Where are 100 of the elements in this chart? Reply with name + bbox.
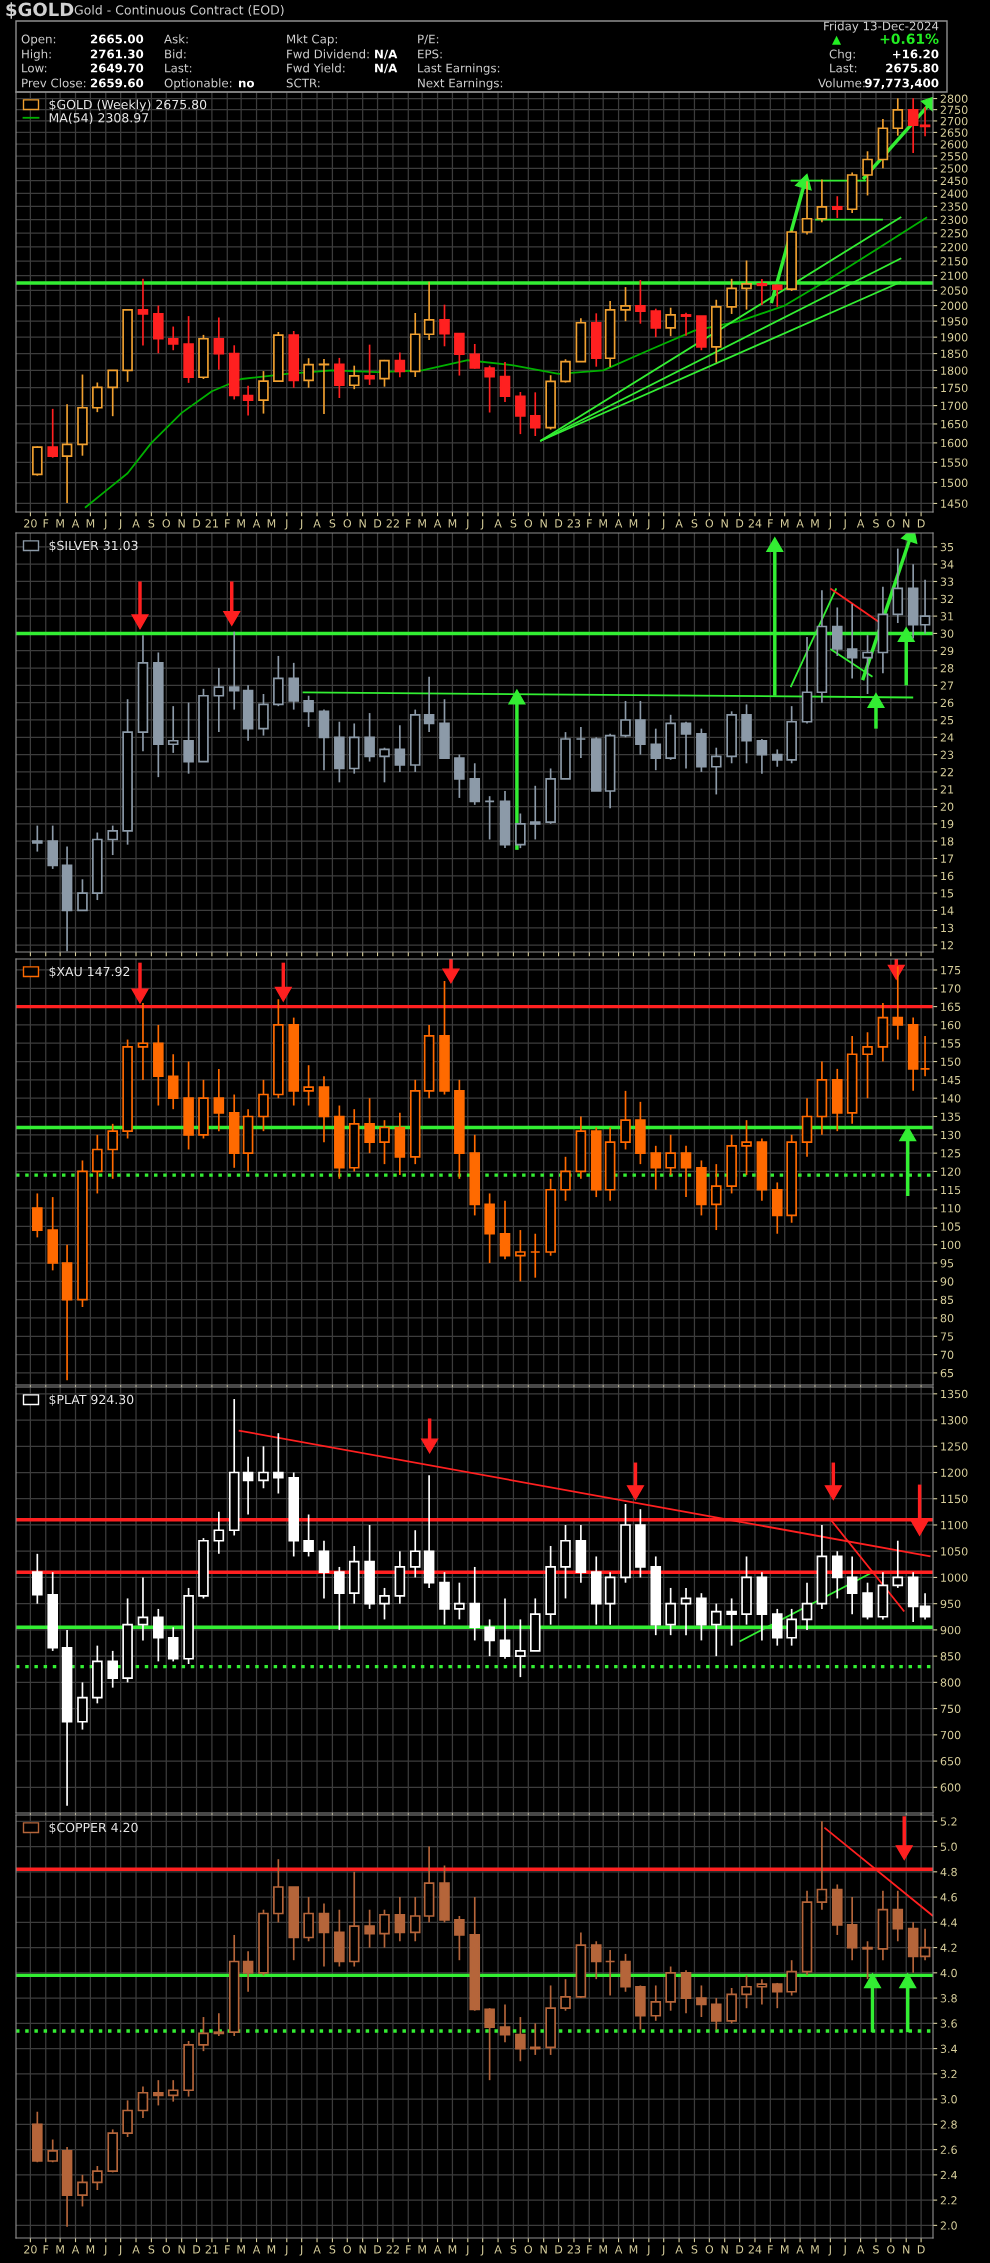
text: Prev Close: [22, 78, 86, 88]
y-tick-label: 70 [940, 1350, 954, 1359]
y-tick-label: 28 [940, 664, 954, 673]
x-tick-label: N [540, 519, 547, 528]
y-tick-label: 950 [940, 1599, 961, 1609]
y-tick-label: 85 [940, 1295, 954, 1305]
y-tick-label: 21 [940, 785, 954, 794]
text: EPS: [418, 49, 442, 59]
x-tick-label: O [343, 2245, 352, 2254]
y-tick-label: 4.0 [940, 1968, 957, 1978]
x-tick-label: N [178, 519, 185, 528]
y-tick-label: 700 [940, 1730, 961, 1740]
x-tick-label: A [132, 2245, 140, 2254]
x-tick-label: A [856, 519, 865, 528]
y-tick-label: 32 [940, 594, 953, 604]
text: SCTR: [286, 78, 320, 88]
y-tick-label: 31 [940, 612, 954, 621]
x-tick-label: N [903, 519, 910, 528]
text: +16.20 [893, 49, 939, 59]
x-tick-label: F [225, 519, 230, 528]
x-tick-label: F [587, 2245, 592, 2254]
text: 2649.70 [90, 63, 144, 73]
x-tick-label: D [917, 519, 925, 528]
y-tick-label: 34 [940, 560, 954, 569]
x-tick-label: A [796, 2245, 804, 2254]
x-tick-label: A [132, 519, 140, 528]
y-tick-label: 3.6 [940, 2019, 957, 2028]
legend-label: $SILVER 31.03 [49, 540, 138, 552]
x-tick-label: A [856, 2245, 865, 2254]
x-tick-label: D [736, 519, 744, 528]
y-tick-label: 2100 [940, 271, 968, 280]
x-tick-label: D [193, 519, 201, 528]
text: High: [22, 49, 51, 61]
x-tick-label: J [118, 2245, 122, 2256]
y-tick-label: 4.4 [940, 1918, 957, 1927]
legend-label: $PLAT 924.30 [49, 1394, 134, 1406]
x-tick-label: M [267, 2245, 276, 2254]
x-tick-label: D [555, 519, 563, 528]
text: 2675.80 [886, 63, 939, 73]
y-tick-label: 75 [940, 1332, 954, 1341]
x-tick-label: N [903, 2245, 910, 2254]
x-tick-label: M [599, 2245, 607, 2254]
text: Open: [21, 34, 56, 46]
x-tick-label: M [448, 519, 457, 528]
y-tick-label: 1450 [941, 499, 968, 508]
x-tick-label: D [374, 2245, 382, 2254]
x-tick-label: S [510, 519, 517, 528]
x-tick-label: A [494, 519, 502, 528]
y-tick-label: 27 [940, 681, 954, 690]
x-tick-label: N [359, 2245, 366, 2254]
x-tick-label: J [646, 2245, 650, 2256]
text: Last: [165, 63, 192, 73]
y-tick-label: 1350 [941, 1389, 968, 1399]
text: Fwd Dividend: [287, 49, 369, 59]
y-tick-label: 5.2 [940, 1817, 957, 1826]
x-tick-label: 23 [567, 519, 581, 528]
text: Chg: [829, 49, 855, 61]
x-tick-label: O [524, 2245, 533, 2254]
y-tick-label: 1800 [941, 366, 968, 375]
y-tick-label: 4.6 [940, 1893, 957, 1902]
y-tick-label: 175 [941, 966, 961, 975]
x-tick-label: A [614, 2245, 623, 2254]
y-tick-label: 100 [941, 1240, 961, 1250]
legend-label: $XAU 147.92 [49, 966, 130, 978]
text: Fwd Yield: [287, 63, 345, 73]
x-tick-label: F [587, 519, 592, 528]
y-tick-label: 125 [941, 1149, 961, 1158]
x-tick-label: O [162, 519, 171, 528]
y-tick-label: 1200 [941, 1468, 968, 1477]
y-tick-label: 150 [941, 1057, 961, 1066]
x-tick-label: 21 [205, 519, 218, 528]
x-tick-label: J [299, 2245, 303, 2256]
y-tick-label: 1950 [941, 317, 968, 326]
legend-label: $GOLD (Weekly) 2675.80 [49, 99, 207, 112]
x-tick-label: F [225, 2245, 230, 2254]
y-tick-label: 65 [940, 1368, 954, 1378]
x-tick-label: F [43, 2245, 49, 2254]
x-tick-label: S [148, 2245, 155, 2254]
x-tick-label: O [162, 2245, 171, 2254]
x-tick-label: S [873, 2245, 879, 2254]
text: 2659.60 [90, 78, 144, 88]
x-tick-label: 21 [205, 2245, 218, 2254]
y-tick-label: 2000 [940, 301, 968, 310]
text: P/E: [418, 34, 439, 45]
y-tick-label: 2600 [940, 140, 968, 149]
x-tick-label: M [237, 2245, 245, 2254]
y-tick-label: 1100 [941, 1520, 968, 1530]
y-tick-label: 155 [941, 1039, 961, 1048]
y-tick-label: 13 [941, 923, 954, 933]
y-tick-label: 26 [940, 698, 954, 708]
x-tick-label: O [343, 519, 352, 528]
y-tick-label: 2500 [940, 164, 968, 173]
y-tick-label: 4.8 [940, 1867, 957, 1877]
x-tick-label: J [843, 2245, 846, 2256]
y-tick-label: 1600 [941, 438, 968, 448]
x-tick-label: J [465, 2245, 469, 2256]
x-tick-label: D [736, 2245, 744, 2254]
text: 2761.30 [90, 49, 144, 59]
y-tick-label: 130 [941, 1130, 961, 1140]
x-tick-label: O [887, 519, 895, 528]
